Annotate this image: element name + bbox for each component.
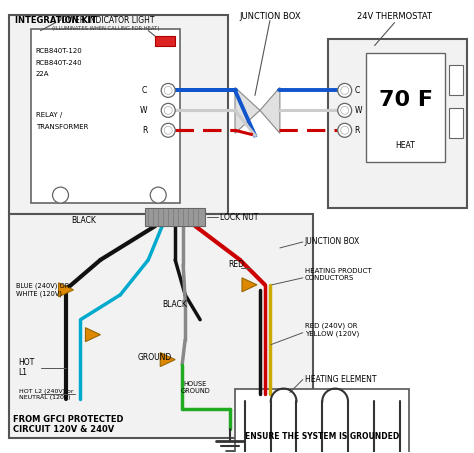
Text: 22A: 22A	[36, 72, 49, 77]
Circle shape	[341, 126, 349, 134]
Text: POWER INDICATOR LIGHT: POWER INDICATOR LIGHT	[56, 16, 154, 25]
Circle shape	[341, 87, 349, 94]
Circle shape	[341, 106, 349, 114]
Text: BLUE (240V) OR
WHITE (120V): BLUE (240V) OR WHITE (120V)	[16, 283, 69, 297]
Circle shape	[164, 106, 172, 114]
Text: JUNCTION BOX: JUNCTION BOX	[305, 237, 360, 246]
Bar	[31, 29, 180, 203]
Text: 24V THERMOSTAT: 24V THERMOSTAT	[357, 12, 432, 21]
Bar	[449, 108, 463, 138]
Circle shape	[164, 126, 172, 134]
Bar	[365, 53, 446, 162]
Text: RCB840T-240: RCB840T-240	[36, 59, 82, 66]
Text: HOT
L1: HOT L1	[18, 358, 35, 377]
Text: R: R	[142, 126, 147, 135]
Circle shape	[337, 103, 352, 117]
Text: HEATING ELEMENT: HEATING ELEMENT	[305, 375, 376, 384]
Text: HEATING PRODUCT
CONDUCTORS: HEATING PRODUCT CONDUCTORS	[305, 268, 372, 281]
Text: HOUSE
GROUND: HOUSE GROUND	[180, 381, 210, 394]
Text: W: W	[140, 106, 147, 115]
Text: R: R	[355, 126, 360, 135]
Polygon shape	[85, 328, 100, 342]
Polygon shape	[260, 87, 280, 133]
Text: HEAT: HEAT	[396, 141, 415, 150]
Circle shape	[150, 187, 166, 203]
Circle shape	[161, 83, 175, 97]
Polygon shape	[242, 278, 257, 292]
Polygon shape	[235, 87, 260, 133]
Circle shape	[161, 123, 175, 137]
Text: BLACK: BLACK	[71, 216, 96, 225]
Text: RED (240V) OR
YELLOW (120V): RED (240V) OR YELLOW (120V)	[305, 323, 359, 337]
Text: GROUND: GROUND	[138, 353, 173, 362]
Circle shape	[164, 87, 172, 94]
Circle shape	[337, 83, 352, 97]
Text: (ILLUMINATES WHEN CALLING FOR HEAT): (ILLUMINATES WHEN CALLING FOR HEAT)	[52, 26, 159, 31]
Text: W: W	[355, 106, 362, 115]
Bar	[449, 66, 463, 96]
Text: LOCK NUT: LOCK NUT	[220, 212, 258, 222]
Text: RED: RED	[228, 260, 244, 270]
Text: RELAY /: RELAY /	[36, 112, 62, 118]
Text: ENSURE THE SYSTEM IS GROUNDED: ENSURE THE SYSTEM IS GROUNDED	[245, 432, 399, 441]
Text: C: C	[355, 86, 360, 95]
Text: BLACK: BLACK	[163, 300, 188, 309]
Text: FROM GFCI PROTECTED
CIRCUIT 120V & 240V: FROM GFCI PROTECTED CIRCUIT 120V & 240V	[13, 414, 123, 434]
Text: 70 F: 70 F	[379, 91, 432, 111]
Text: C: C	[142, 86, 147, 95]
Bar	[328, 39, 467, 208]
Polygon shape	[160, 352, 175, 366]
Circle shape	[161, 103, 175, 117]
Circle shape	[337, 123, 352, 137]
Bar	[145, 208, 205, 226]
Text: TRANSFORMER: TRANSFORMER	[36, 124, 88, 130]
Text: JUNCTION BOX: JUNCTION BOX	[239, 12, 301, 21]
Text: HOT L2 (240V) or
NEUTRAL (120V): HOT L2 (240V) or NEUTRAL (120V)	[18, 389, 73, 400]
Circle shape	[53, 187, 69, 203]
Bar	[9, 14, 228, 214]
Text: INTEGRATION KIT: INTEGRATION KIT	[15, 16, 96, 25]
Polygon shape	[58, 283, 73, 297]
Bar	[9, 214, 313, 439]
Text: RCB840T-120: RCB840T-120	[36, 48, 82, 53]
Bar	[235, 390, 410, 453]
Bar	[155, 36, 175, 46]
